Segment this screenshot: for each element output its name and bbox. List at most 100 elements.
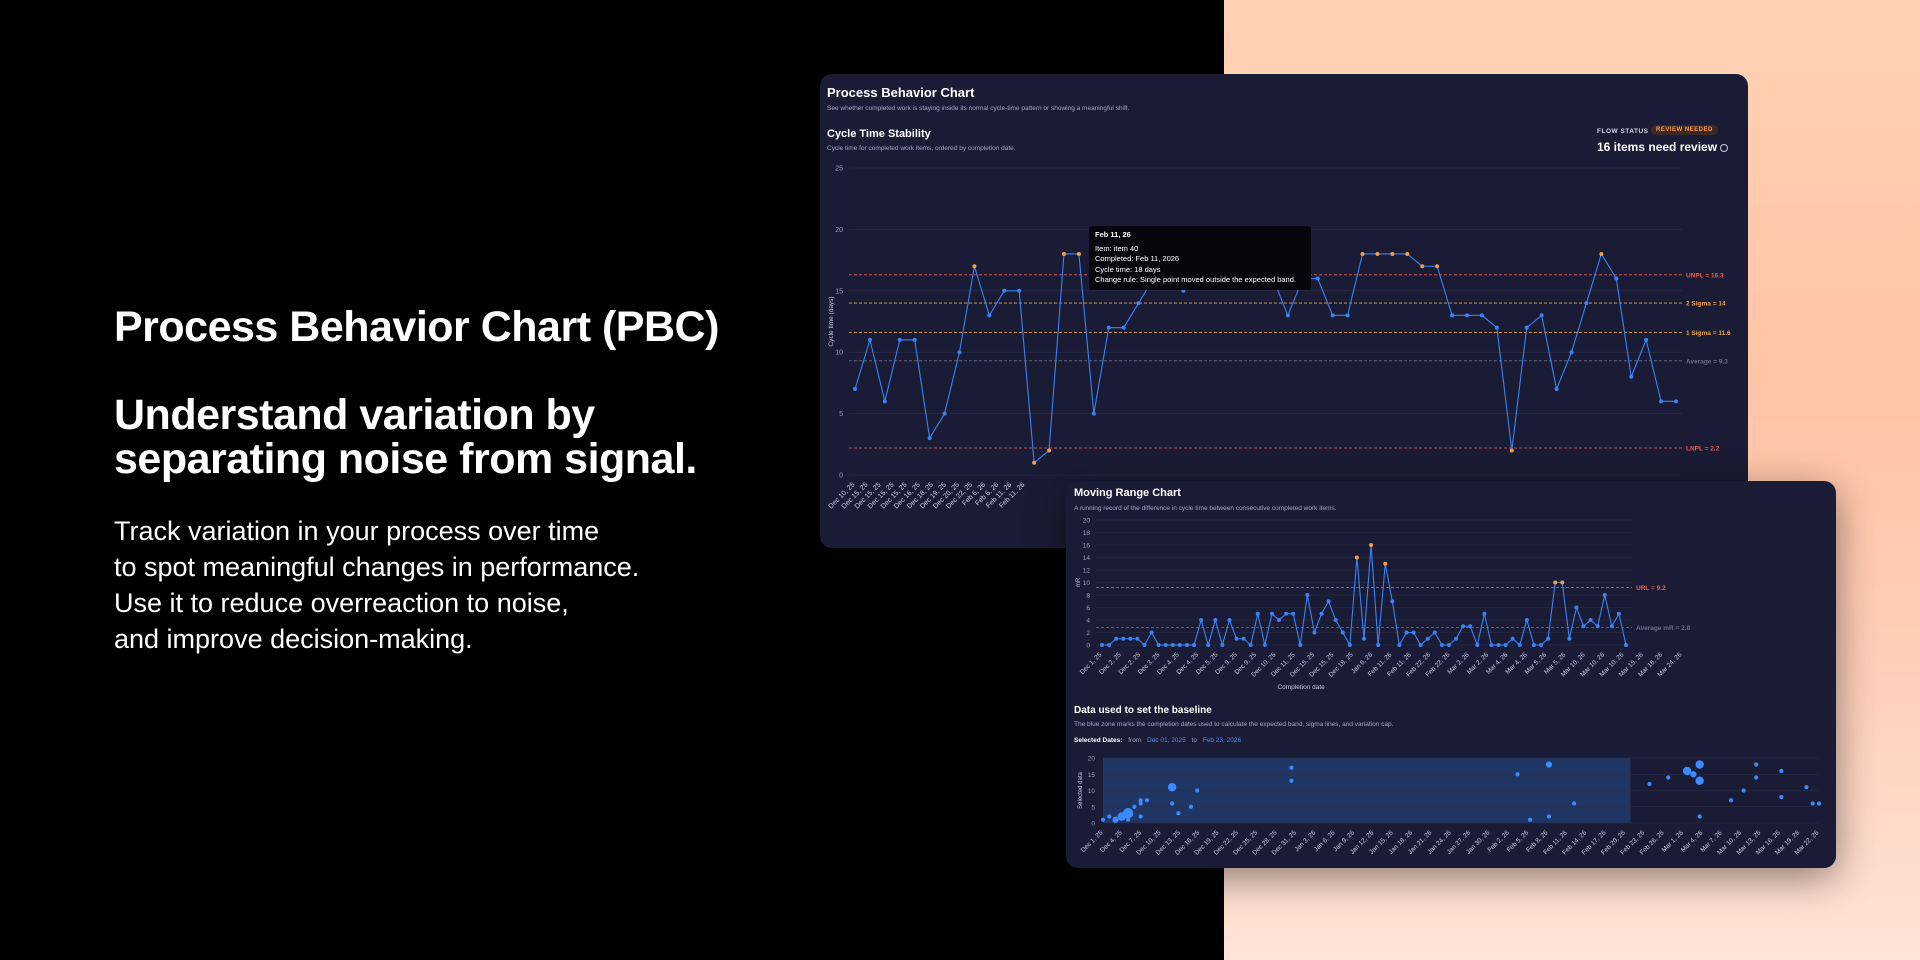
signal-point (1420, 264, 1425, 269)
data-point (1107, 643, 1112, 647)
data-point (1450, 313, 1455, 318)
pbc-card-title: Process Behavior Chart (827, 85, 975, 100)
y-axis-label: Selected data (1078, 771, 1084, 808)
selected-dates-label: Selected Dates: (1074, 737, 1123, 744)
signal-point (1509, 448, 1514, 453)
data-point (1269, 611, 1274, 616)
items-need-review[interactable]: 16 items need review (1597, 140, 1718, 154)
scatter-point (1695, 776, 1704, 785)
data-point (1002, 288, 1007, 293)
data-point (897, 337, 902, 342)
y-tick-label: 18 (1083, 530, 1091, 537)
y-tick-label: 0 (839, 473, 843, 480)
scatter-point (1527, 817, 1533, 822)
data-point (1588, 618, 1593, 622)
limit-label: 2 Sigma = 14 (1686, 301, 1726, 308)
data-point (1446, 643, 1451, 647)
hero-body-line: and improve decision-making. (114, 624, 473, 654)
scatter-point (1546, 814, 1552, 819)
y-tick-label: 14 (1083, 555, 1091, 562)
tooltip-change-rule: Change rule: Single point moved outside … (1095, 275, 1296, 284)
from-date[interactable]: Dec 01, 2025 (1147, 737, 1186, 744)
limit-label: UNPL = 16.3 (1686, 272, 1724, 279)
info-icon[interactable] (1720, 144, 1728, 152)
signal-point (1435, 264, 1440, 269)
data-point (1135, 636, 1140, 641)
y-tick-label: 20 (835, 227, 843, 234)
data-point (1340, 630, 1345, 635)
y-tick-label: 25 (835, 166, 843, 173)
scatter-point (1176, 811, 1181, 816)
signal-point (1390, 251, 1395, 256)
data-point (853, 387, 857, 392)
tooltip-cycle-time: Cycle time: 18 days (1095, 264, 1161, 274)
signal-point (1405, 251, 1410, 256)
limit-label: URL = 9.2 (1636, 585, 1666, 592)
data-point (1277, 618, 1282, 622)
y-tick-label: 10 (835, 350, 843, 357)
signal-point (1599, 251, 1604, 256)
data-point (1284, 611, 1289, 616)
y-tick-label: 6 (1086, 605, 1090, 612)
moving-range-chart: 0 2 4 6 8 10 12 14 16 18 20 mR URL = 9.2 Average mR =… (1076, 518, 1822, 857)
scatter-point (1810, 801, 1815, 806)
data-point (1330, 313, 1335, 318)
limit-label: Average mR = 2.8 (1636, 625, 1691, 632)
data-point (1128, 636, 1133, 641)
data-point (927, 436, 932, 441)
data-point (1517, 643, 1522, 647)
scatter-point (1138, 798, 1143, 803)
scatter-point (1571, 801, 1577, 806)
data-point (1418, 643, 1423, 647)
y-axis-label: Cycle time (days) (828, 296, 835, 346)
y-tick-label: 20 (1083, 518, 1091, 525)
scatter-point (1779, 794, 1784, 800)
data-point (1177, 643, 1182, 647)
x-axis-label: Completion date (1277, 684, 1325, 691)
scatter-point (1167, 783, 1177, 792)
signal-point (1375, 251, 1380, 256)
y-tick-label: 5 (839, 411, 843, 418)
data-point (1674, 399, 1678, 404)
y-axis-label: mR (1076, 577, 1082, 587)
data-point (1136, 301, 1141, 306)
scatter-point (1804, 785, 1809, 790)
scatter-point (1112, 816, 1119, 823)
data-point (1465, 313, 1470, 318)
data-point (1624, 643, 1628, 647)
data-point (1503, 643, 1508, 647)
scatter-point (1138, 801, 1143, 806)
data-point (867, 337, 872, 342)
scatter-point (1107, 814, 1112, 819)
data-point (1479, 313, 1484, 318)
data-point (1376, 643, 1381, 647)
y-tick-label: 8 (1086, 593, 1090, 600)
y-tick-label: 2 (1086, 630, 1090, 637)
signal-point (972, 264, 977, 269)
scatter-point (1132, 804, 1137, 809)
scatter-point (1188, 804, 1194, 809)
signal-point (1553, 580, 1558, 585)
scatter-point (1690, 771, 1697, 778)
data-point (1489, 643, 1494, 647)
data-point (1616, 611, 1621, 616)
status-badge: REVIEW NEEDED (1651, 125, 1718, 135)
data-point (1298, 643, 1303, 647)
hero-body: Track variation in your process over tim… (114, 513, 754, 657)
data-point (1524, 325, 1529, 330)
y-tick-label: 0 (1091, 821, 1095, 828)
data-point (1142, 643, 1147, 647)
mr-card-title: Moving Range Chart (1074, 487, 1181, 499)
scatter-point (1515, 772, 1520, 777)
hero-body-line: to spot meaningful changes in performanc… (114, 552, 640, 582)
data-point (1362, 636, 1366, 641)
data-point (1181, 288, 1186, 293)
data-point (1584, 301, 1589, 306)
data-point (1432, 630, 1437, 635)
to-date[interactable]: Feb 23, 2026 (1202, 737, 1242, 744)
data-point (1404, 630, 1409, 635)
y-tick-label: 10 (1088, 788, 1096, 795)
limit-label: Average = 9.3 (1686, 358, 1728, 365)
data-point (1468, 624, 1473, 629)
signal-point (1032, 460, 1037, 465)
